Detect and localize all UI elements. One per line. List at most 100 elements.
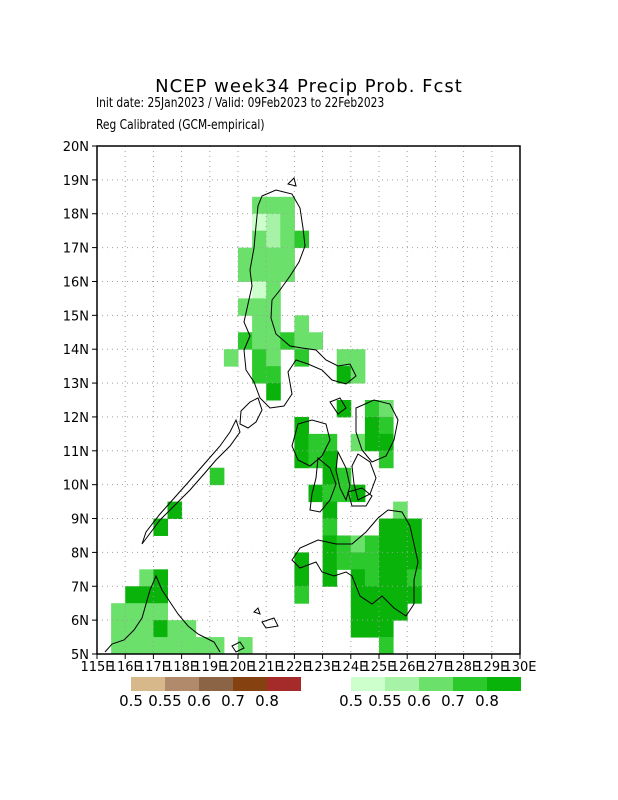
lat-tick-label: 5N — [71, 648, 89, 663]
probability-cell — [350, 349, 366, 367]
probability-cell — [280, 196, 295, 215]
probability-cell — [266, 196, 281, 215]
probability-cell — [393, 586, 408, 604]
lat-tick-label: 19N — [63, 174, 89, 189]
lon-tick-label: 129E — [475, 660, 508, 675]
probability-cell — [125, 620, 140, 638]
probability-cell — [379, 603, 394, 621]
probability-cell — [252, 247, 267, 266]
legend-swatch — [487, 677, 521, 691]
probability-cell — [294, 450, 309, 469]
lon-tick-label: 122E — [278, 660, 311, 675]
probability-cell — [125, 603, 140, 621]
probability-cell — [252, 315, 267, 333]
probability-cell — [153, 518, 168, 536]
probability-cell — [322, 569, 338, 587]
map-title: NCEP week34 Precip Prob. Fcst — [155, 76, 463, 97]
probability-cell — [111, 620, 126, 638]
lat-tick-label: 12N — [63, 411, 89, 426]
legend-label: 0.6 — [407, 692, 431, 710]
probability-cell — [252, 332, 267, 350]
lat-tick-label: 6N — [71, 614, 89, 629]
probability-cell — [153, 569, 168, 587]
probability-cell — [238, 247, 253, 266]
lat-tick-label: 17N — [63, 242, 89, 257]
probability-cell — [266, 332, 281, 350]
probability-cell — [195, 637, 211, 655]
probability-cell — [153, 637, 168, 655]
probability-cell — [393, 518, 408, 536]
lon-tick-label: 115E — [80, 660, 113, 675]
probability-cell — [266, 366, 281, 384]
probability-cell — [350, 603, 366, 621]
probability-cell — [393, 501, 408, 520]
legend-label: 0.8 — [255, 692, 279, 710]
probability-cell — [252, 281, 267, 299]
legend-swatch — [131, 677, 165, 691]
probability-cell — [364, 569, 380, 587]
legend-swatch — [165, 677, 199, 691]
lon-tick-label: 130E — [503, 660, 536, 675]
probability-cell — [379, 552, 394, 570]
probability-cell — [322, 484, 338, 503]
lat-tick-label: 20N — [63, 140, 89, 155]
probability-cell — [167, 501, 183, 520]
probability-cell — [350, 552, 366, 570]
probability-cell — [322, 433, 338, 452]
probability-cell — [294, 416, 309, 435]
probability-cell — [393, 569, 408, 587]
latitude-axis: 5N 6N 7N 8N 9N 10N 11N 12N 13N 14N 15N 16N 17N 18N 19N… — [63, 140, 97, 663]
probability-cell — [139, 637, 154, 655]
lon-tick-label: 128E — [447, 660, 480, 675]
probability-cell — [336, 467, 352, 486]
probability-cell — [379, 637, 394, 655]
lat-tick-label: 9N — [71, 513, 89, 528]
probability-cell — [238, 298, 253, 316]
probability-cell — [280, 230, 295, 249]
plot-frame — [96, 145, 521, 655]
probability-cell — [167, 620, 183, 638]
calibration-note: Reg Calibrated (GCM-empirical) — [96, 118, 265, 133]
probability-cell — [111, 603, 126, 621]
dry-probability-legend — [131, 677, 301, 691]
lat-tick-label: 15N — [63, 309, 89, 324]
lon-tick-label: 119E — [193, 660, 226, 675]
probability-cell — [294, 349, 309, 367]
lat-tick-label: 8N — [71, 546, 89, 561]
probability-cell — [280, 213, 295, 232]
probability-cell — [393, 535, 408, 553]
probability-cell — [266, 230, 281, 249]
probability-cell — [350, 366, 366, 384]
probability-cell — [294, 586, 309, 604]
probability-cell — [364, 552, 380, 570]
probability-cell — [364, 400, 380, 418]
probability-cell — [350, 535, 366, 553]
probability-cell — [266, 264, 281, 282]
probability-cell — [266, 383, 281, 401]
probability-cell — [379, 569, 394, 587]
lat-tick-label: 11N — [63, 445, 89, 460]
probability-cell — [238, 264, 253, 282]
legend-label: 0.55 — [368, 692, 402, 710]
probability-cell — [266, 247, 281, 266]
probability-cell — [379, 433, 394, 452]
probability-cell — [407, 518, 422, 536]
probability-cell — [364, 620, 380, 638]
lon-tick-label: 120E — [221, 660, 254, 675]
probability-cell — [336, 484, 352, 503]
legend-swatch — [419, 677, 453, 691]
probability-cell — [336, 400, 352, 418]
legend-swatch — [453, 677, 487, 691]
legend-label: 0.5 — [339, 692, 363, 710]
coastline — [104, 177, 419, 653]
probability-cell — [364, 416, 380, 435]
probability-cell — [111, 637, 126, 655]
probability-cell — [322, 552, 338, 570]
probability-cell — [125, 586, 140, 604]
legend-label: 0.7 — [441, 692, 465, 710]
probability-cell — [350, 433, 366, 452]
probability-cell — [322, 450, 338, 469]
probability-cell — [252, 298, 267, 316]
probability-cell — [209, 637, 225, 655]
